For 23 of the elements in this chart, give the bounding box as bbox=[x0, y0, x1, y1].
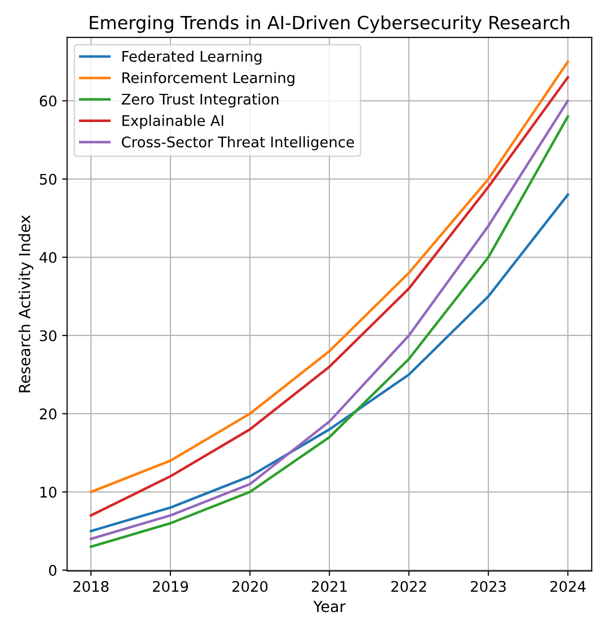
y-axis-title: Research Activity Index bbox=[18, 215, 34, 392]
y-tick-label: 30 bbox=[40, 330, 56, 342]
legend-label: Zero Trust Integration bbox=[122, 93, 278, 108]
y-tick-label: 40 bbox=[40, 252, 56, 264]
x-axis-title: Year bbox=[313, 600, 346, 612]
x-tick-label: 2020 bbox=[232, 580, 268, 592]
y-tick-label: 50 bbox=[40, 174, 56, 185]
y-tick-label: 60 bbox=[40, 96, 56, 107]
x-tick-label: 2021 bbox=[312, 580, 347, 592]
x-tick-label: 2023 bbox=[470, 580, 506, 592]
chart-title: Emerging Trends in AI-Driven Cybersecurity Research bbox=[90, 15, 570, 33]
x-tick-label: 2019 bbox=[152, 580, 188, 592]
x-tick-label: 2018 bbox=[73, 580, 109, 592]
legend-label: Cross-Sector Threat Intelligence bbox=[122, 136, 354, 150]
y-tick-label: 0 bbox=[49, 564, 56, 576]
y-tick-label: 20 bbox=[40, 408, 56, 420]
legend-label: Explainable AI bbox=[122, 114, 224, 129]
x-tick-label: 2022 bbox=[391, 580, 426, 592]
x-tick-label: 2024 bbox=[550, 580, 586, 592]
legend-label: Federated Learning bbox=[122, 50, 262, 65]
y-tick-label: 10 bbox=[40, 486, 56, 498]
line-series bbox=[90, 193, 570, 532]
legend-label: Reinforcement Learning bbox=[122, 72, 294, 86]
